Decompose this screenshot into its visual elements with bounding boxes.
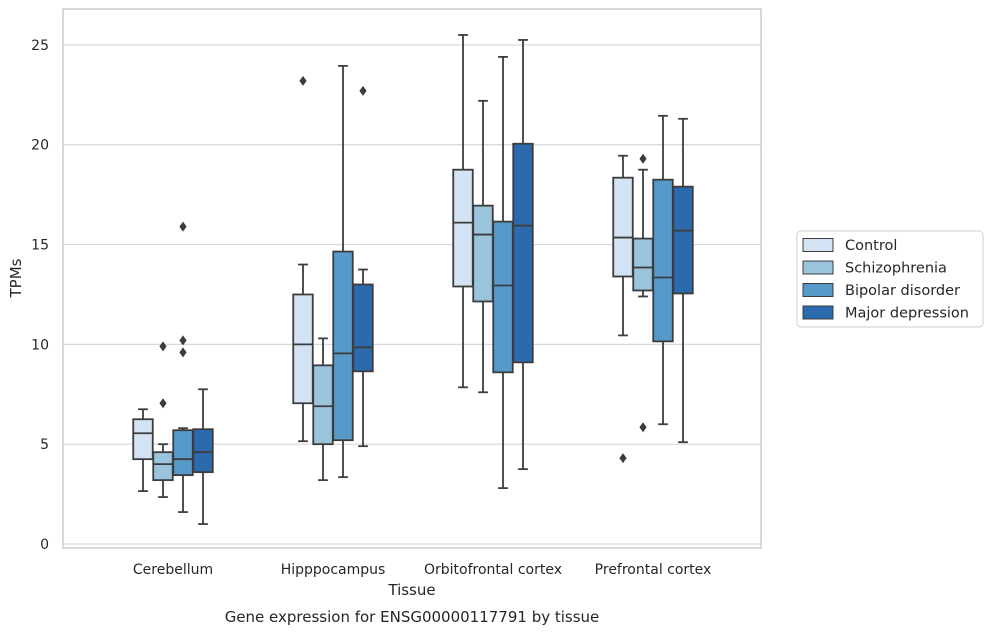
outlier-point	[639, 422, 647, 433]
box	[292, 293, 314, 405]
box-group	[192, 388, 214, 525]
legend-frame	[796, 230, 984, 328]
y-tick-label: 10	[31, 337, 49, 353]
box	[172, 429, 194, 477]
outlier-point	[159, 398, 167, 409]
legend-label: Control	[845, 238, 897, 254]
box-group	[512, 39, 534, 471]
box	[492, 220, 514, 374]
y-tick-label: 25	[31, 38, 49, 54]
box-group	[172, 221, 194, 513]
box-group	[492, 56, 514, 490]
x-tick-label: Prefrontal cortex	[595, 562, 712, 578]
outlier-point	[619, 453, 627, 464]
y-tick-label: 5	[40, 437, 49, 453]
box-group	[152, 341, 174, 498]
chart-caption: Gene expression for ENSG00000117791 by t…	[225, 608, 600, 626]
box-group	[352, 85, 374, 448]
y-tick-label: 15	[31, 238, 49, 254]
x-tick-label: Cerebellum	[133, 562, 213, 578]
outlier-point	[299, 75, 307, 86]
box	[612, 176, 634, 278]
box	[312, 364, 334, 446]
x-tick-label: Orbitofrontal cortex	[424, 562, 562, 578]
box	[332, 250, 354, 442]
box-group	[292, 75, 314, 443]
box-group	[632, 153, 654, 433]
legend-swatch	[802, 283, 834, 297]
box-group	[652, 114, 674, 426]
legend: Control Schizophrenia Bipolar disorder Majo…	[796, 230, 984, 328]
box-group	[472, 99, 494, 394]
box-group	[452, 34, 474, 389]
box-group	[312, 337, 334, 482]
box	[512, 142, 534, 364]
outlier-point	[179, 347, 187, 358]
outlier-point	[639, 153, 647, 164]
box	[352, 283, 374, 373]
legend-swatch	[802, 238, 834, 252]
box	[632, 237, 654, 292]
legend-label: Schizophrenia	[845, 261, 947, 277]
x-axis-ticks: Cerebellum Hipppocampus Orbitofrontal cort…	[133, 562, 711, 578]
outlier-point	[159, 341, 167, 352]
y-tick-label: 20	[31, 138, 49, 154]
legend-label: Major depression	[845, 306, 969, 322]
outlier-point	[179, 221, 187, 232]
legend-label: Bipolar disorder	[845, 283, 960, 299]
plot-frame	[62, 8, 762, 549]
box	[472, 204, 494, 303]
x-tick-label: Hipppocampus	[281, 562, 386, 578]
box-plot-area	[132, 34, 694, 525]
box	[652, 178, 674, 343]
box-group	[612, 154, 634, 464]
y-axis-ticks: 0 5 10 15 20 25	[31, 38, 49, 553]
y-axis-label: TPMs	[7, 258, 25, 298]
box	[152, 451, 174, 482]
box-group	[672, 117, 694, 444]
y-tick-label: 0	[40, 537, 49, 553]
box	[672, 185, 694, 295]
box	[132, 418, 154, 461]
box	[452, 168, 474, 288]
legend-swatch	[802, 260, 834, 275]
x-axis-label: Tissue	[387, 581, 435, 599]
outlier-point	[179, 335, 187, 346]
box-group	[332, 64, 354, 479]
legend-swatch	[802, 305, 834, 320]
outlier-point	[359, 85, 367, 96]
box	[192, 428, 214, 474]
box-group	[132, 408, 154, 493]
